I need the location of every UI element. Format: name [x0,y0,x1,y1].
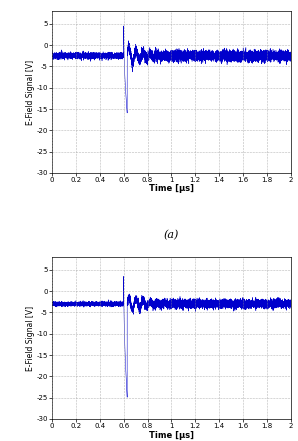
Text: (a): (a) [164,230,179,240]
X-axis label: Time [μs]: Time [μs] [149,184,194,194]
Y-axis label: E-Field Signal [V]: E-Field Signal [V] [26,306,35,370]
X-axis label: Time [μs]: Time [μs] [149,430,194,440]
Y-axis label: E-Field Signal [V]: E-Field Signal [V] [26,60,35,124]
